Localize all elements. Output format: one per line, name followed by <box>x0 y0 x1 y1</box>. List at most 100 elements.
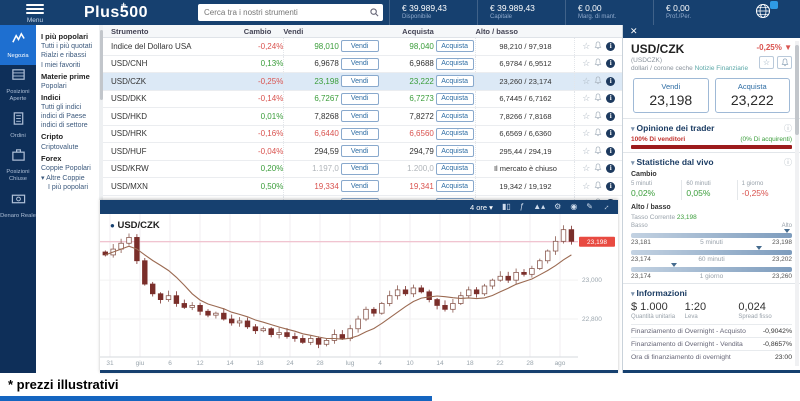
rail-item-posizioni-aperte[interactable]: Posizioni Aperte <box>0 65 36 105</box>
info-icon[interactable]: i <box>606 199 616 200</box>
live-statistics-title[interactable]: ▾ Statistiche dal vivo <box>631 157 714 167</box>
category-toggle[interactable]: ▾ Altre Coppie <box>41 174 85 182</box>
instrument-row[interactable]: USD/HUF -0,04% 294,59 Vendi 294,79 Acquista 29… <box>103 143 622 161</box>
category-item[interactable]: Tutti i più quotati <box>41 43 93 51</box>
instrument-row[interactable]: USD/MXN 0,50% 19,334 Vendi 19,341 Acquista 19,… <box>103 178 622 196</box>
buy-button[interactable]: Acquista 23,222 <box>714 78 790 113</box>
row-buy-button[interactable]: Acquista <box>435 162 474 175</box>
info-icon[interactable]: i <box>606 146 616 156</box>
row-buy-button[interactable]: Acquista <box>435 110 474 123</box>
chart-plot-area[interactable]: 31giu61214182428lug41014182228ago23,2002… <box>100 214 618 370</box>
instrument-row[interactable]: USD/HRK -0,16% 6,6440 Vendi 6,6560 Acquista 6,… <box>103 125 622 143</box>
category-item[interactable]: indici di Paese <box>41 113 87 121</box>
row-sell-button[interactable]: Vendi <box>340 145 379 158</box>
row-sell-button[interactable]: Vendi <box>340 127 379 140</box>
subnav-scrollbar-thumb[interactable] <box>99 30 103 100</box>
instrument-row[interactable]: USD/DKK -0,14% 6,7267 Vendi 6,7273 Acquista 6,… <box>103 90 622 108</box>
rail-item-denaro-reale[interactable]: Denaro Reale <box>0 185 36 225</box>
favorite-star-icon[interactable]: ☆ <box>582 110 591 121</box>
language-globe-button[interactable] <box>755 0 778 23</box>
favorite-star-icon[interactable]: ☆ <box>582 58 591 69</box>
row-sell-button[interactable]: Vendi <box>340 92 379 105</box>
subnav-scrollbar[interactable] <box>99 25 103 200</box>
category-item[interactable]: indici di settore <box>41 122 88 130</box>
instrument-row[interactable]: USD/CZK -0,25% 23,198 Vendi 23,222 Acquista 23… <box>103 73 622 91</box>
row-sell-button[interactable]: Vendi <box>340 57 379 70</box>
indicators-icon[interactable]: ƒ <box>519 202 525 211</box>
alert-bell-icon[interactable] <box>594 163 602 174</box>
rail-item-ordini[interactable]: Ordini <box>0 105 36 145</box>
settings-icon[interactable]: ⚙ <box>554 202 562 211</box>
panel-scrollbar-thumb[interactable] <box>795 45 799 135</box>
favorite-star-icon[interactable]: ☆ <box>582 198 590 200</box>
favorite-star-icon[interactable]: ☆ <box>582 75 591 86</box>
category-item[interactable]: Tutti gli indici <box>41 103 82 111</box>
close-icon[interactable]: ✕ <box>630 26 638 36</box>
info-icon[interactable]: i <box>606 111 616 121</box>
section-info-icon[interactable]: ⓘ <box>784 124 792 133</box>
instrument-row[interactable]: USD/NOK0,48%8,9339Vendi8,9383Acquista8,9… <box>103 195 622 200</box>
favorite-star-icon[interactable]: ☆ <box>582 180 591 191</box>
alert-bell-icon[interactable] <box>594 181 602 192</box>
row-buy-button[interactable]: Acquista <box>435 75 474 88</box>
alert-bell-icon[interactable] <box>594 93 602 104</box>
candlestick-type-icon[interactable]: ▮▯ <box>501 202 511 211</box>
info-icon[interactable]: i <box>606 59 616 69</box>
row-buy-button[interactable]: Acquista <box>435 145 474 158</box>
rail-item-posizioni-chiuse[interactable]: Posizioni Chiuse <box>0 145 36 185</box>
favorite-star-icon[interactable]: ☆ <box>582 145 591 156</box>
category-item[interactable]: Criptovalute <box>41 143 79 151</box>
row-buy-button[interactable]: Acquista <box>435 127 474 140</box>
favorite-star-icon[interactable]: ☆ <box>582 163 591 174</box>
info-icon[interactable]: i <box>606 94 616 104</box>
alert-bell-icon[interactable] <box>594 146 602 157</box>
row-buy-button[interactable]: Acquista <box>435 92 474 105</box>
category-item[interactable]: Rialzi e ribassi <box>41 52 87 60</box>
alert-bell-icon[interactable] <box>594 41 602 52</box>
instrument-row[interactable]: USD/KRW 0,20% 1.197,0 Vendi 1.200,0 Acquista I… <box>103 160 622 178</box>
row-buy-button[interactable]: Acquista <box>435 197 474 200</box>
info-icon[interactable]: i <box>606 181 616 191</box>
candlestick-chart[interactable]: 31giu61214182428lug41014182228ago23,2002… <box>100 214 618 370</box>
info-icon[interactable]: i <box>606 164 616 174</box>
category-subitem[interactable]: I più popolari <box>48 184 89 192</box>
row-sell-button[interactable]: Vendi <box>340 110 379 123</box>
section-info-icon[interactable]: ⓘ <box>784 158 792 167</box>
sell-button[interactable]: Vendi 23,198 <box>633 78 709 113</box>
category-item[interactable]: Coppie Popolari <box>41 164 91 172</box>
row-sell-button[interactable]: Vendi <box>340 197 379 200</box>
row-sell-button[interactable]: Vendi <box>340 75 379 88</box>
information-title[interactable]: ▾ Informazioni <box>631 288 688 298</box>
favorite-star-icon[interactable]: ☆ <box>582 40 591 51</box>
row-buy-button[interactable]: Acquista <box>435 40 474 53</box>
alert-bell-button[interactable] <box>777 56 792 69</box>
instrument-row[interactable]: USD/HKD 0,01% 7,8268 Vendi 7,8272 Acquista 7,8… <box>103 108 622 126</box>
news-link[interactable]: Notizie Finanziarie <box>694 65 749 72</box>
row-sell-button[interactable]: Vendi <box>340 180 379 193</box>
search-input[interactable] <box>204 8 370 17</box>
fullscreen-icon[interactable]: ↔ <box>599 200 612 213</box>
row-buy-button[interactable]: Acquista <box>435 57 474 70</box>
alert-bell-icon[interactable] <box>594 111 602 122</box>
info-icon[interactable]: i <box>606 129 616 139</box>
category-item[interactable]: Popolari <box>41 82 67 90</box>
chart-style-icon[interactable]: ▲▴ <box>533 202 546 211</box>
info-icon[interactable]: i <box>606 76 616 86</box>
favorite-star-icon[interactable]: ☆ <box>582 128 591 139</box>
row-sell-button[interactable]: Vendi <box>340 40 379 53</box>
panel-scrollbar[interactable] <box>795 41 799 366</box>
instrument-row[interactable]: Indice del Dollaro USA -0,24% 98,010 Vendi 9… <box>103 38 622 56</box>
instrument-row[interactable]: USD/CNH 0,13% 6,9678 Vendi 6,9688 Acquista 6,9… <box>103 55 622 73</box>
favorite-star-button[interactable]: ☆ <box>759 56 774 69</box>
alert-bell-icon[interactable] <box>594 58 602 69</box>
search-box[interactable] <box>198 4 383 21</box>
alert-bell-icon[interactable] <box>594 76 602 87</box>
draw-icon[interactable]: ✎ <box>586 202 593 211</box>
timeframe-dropdown[interactable]: 4 ore ▾ <box>469 202 493 212</box>
rail-item-negozia[interactable]: Negozia <box>0 25 36 65</box>
menu-button[interactable]: Menu <box>0 0 70 25</box>
favorite-star-icon[interactable]: ☆ <box>582 93 591 104</box>
alert-bell-icon[interactable] <box>594 128 602 139</box>
row-buy-button[interactable]: Acquista <box>435 180 474 193</box>
category-item[interactable]: I miei favoriti <box>41 61 81 69</box>
